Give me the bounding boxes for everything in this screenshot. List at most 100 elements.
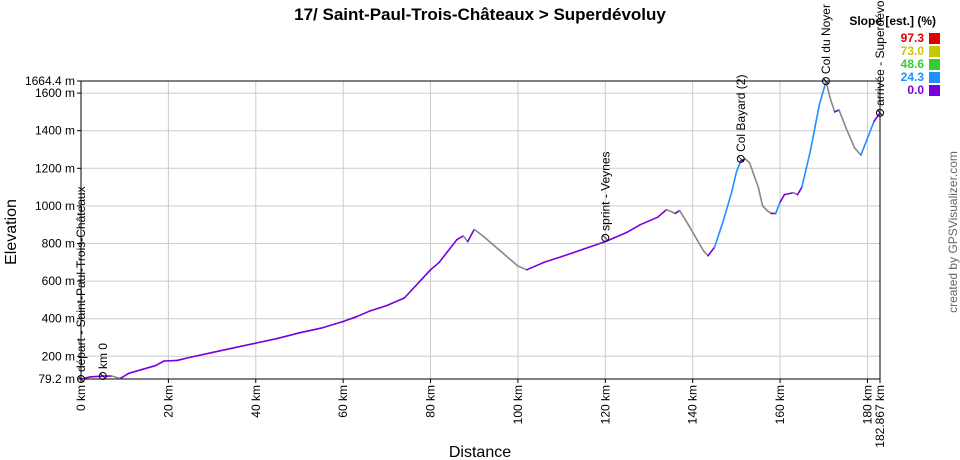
profile-segment: [761, 205, 768, 212]
profile-segment: [613, 231, 628, 239]
profile-segment: [320, 320, 344, 329]
profile-segment: [639, 216, 659, 226]
profile-segment: [499, 250, 510, 260]
waypoint-label: départ - Saint-Paul-Trois-Châteaux: [74, 186, 88, 372]
y-tick-label: 600 m: [42, 274, 75, 288]
profile-segment: [534, 261, 545, 267]
profile-segment: [154, 360, 165, 367]
x-tick-label: 100 km: [511, 385, 525, 424]
profile-segment: [462, 235, 469, 243]
profile-segment: [211, 347, 235, 354]
legend-value: 73.0: [901, 44, 925, 58]
y-tick-label: 79.2 m: [38, 372, 75, 386]
profile-segment: [466, 228, 476, 243]
x-tick-label: 140 km: [686, 385, 700, 424]
profile-segment: [560, 248, 585, 258]
legend-swatch: [929, 85, 940, 96]
profile-segment: [779, 193, 786, 203]
legend-swatch: [929, 59, 940, 70]
chart-title: 17/ Saint-Paul-Trois-Châteaux > Superdév…: [294, 5, 666, 24]
profile-segment: [298, 327, 323, 334]
y-tick-label: 200 m: [42, 349, 75, 363]
grid: [80, 80, 881, 380]
y-axis-label: Elevation: [3, 199, 20, 265]
profile-segment: [582, 240, 607, 250]
profile-segment: [455, 235, 465, 241]
waypoint-cross: [737, 155, 745, 163]
profile-segment: [119, 372, 130, 380]
waypoint-marker: [98, 372, 107, 381]
y-tick-label: 1200 m: [35, 161, 75, 175]
waypoint-label: Col Bayard (2): [734, 75, 748, 152]
waypoint-marker: [736, 154, 745, 163]
profile-segment: [860, 137, 869, 156]
profile-segment: [543, 255, 563, 264]
x-tick-label: 60 km: [336, 385, 350, 418]
profile-segment: [825, 80, 832, 100]
waypoint-marker: [77, 375, 85, 384]
slope-legend: Slope [est.] (%) 97.373.048.624.30.0: [849, 14, 940, 97]
profile-segment: [774, 201, 781, 215]
profile-segment: [421, 269, 432, 281]
profile-segment: [355, 310, 371, 318]
legend-title: Slope [est.] (%): [849, 14, 936, 28]
profile-segment: [342, 316, 358, 323]
profile-segment: [702, 250, 709, 257]
waypoint-cross: [99, 372, 107, 380]
profile-segment: [438, 250, 449, 264]
profile-segment: [626, 223, 642, 234]
profile-segment: [805, 148, 812, 170]
profile-segment: [110, 375, 122, 380]
x-tick-label: 180 km: [860, 385, 874, 424]
profile-segment: [482, 235, 493, 245]
x-axis-label: Distance: [449, 444, 511, 460]
legend-value: 0.0: [907, 83, 924, 97]
profile-segment: [233, 342, 257, 349]
profile-segment: [80, 376, 91, 380]
profile-segment: [88, 375, 104, 378]
profile-segment: [447, 238, 458, 252]
profile-segment: [429, 261, 441, 271]
waypoint-label: Col du Noyer: [819, 4, 833, 74]
profile-segment: [254, 337, 279, 344]
profile-segment: [783, 191, 794, 196]
elevation-line: [80, 80, 881, 380]
profile-segment: [517, 265, 528, 271]
profile-segment: [473, 228, 484, 237]
waypoint-label: sprint - Veynes: [598, 151, 612, 230]
legend-swatch: [929, 72, 940, 83]
profile-segment: [525, 265, 537, 271]
profile-segment: [722, 190, 733, 222]
y-tick-label: 800 m: [42, 236, 75, 250]
x-tick-label: 0 km: [74, 385, 88, 411]
profile-segment: [189, 351, 213, 359]
profile-segment: [814, 103, 821, 128]
profile-segment: [696, 238, 705, 252]
profile-segment: [844, 126, 856, 149]
profile-segment: [766, 209, 773, 215]
profile-segment: [713, 220, 725, 249]
x-tick-label: 182.867 km: [873, 385, 887, 448]
profile-segment: [678, 209, 690, 226]
legend-value: 97.3: [901, 31, 925, 45]
waypoint-marker: [821, 77, 830, 86]
profile-segment: [368, 304, 388, 312]
profile-segment: [731, 171, 738, 192]
profile-segment: [801, 167, 808, 188]
x-tick-label: 120 km: [598, 385, 612, 424]
profile-segment: [748, 161, 760, 188]
profile-segment: [866, 120, 875, 140]
waypoints: départ - Saint-Paul-Trois-Châteaux km 0 sp…: [74, 0, 887, 384]
profile-segment: [838, 109, 847, 128]
y-tick-label: 1000 m: [35, 199, 75, 213]
credit-text: created by GPSVisualizer.com: [946, 151, 960, 313]
waypoint-label: arrivée - Superdévoluy: [873, 0, 887, 106]
waypoint-marker: [876, 108, 884, 117]
profile-segment: [490, 242, 502, 252]
y-tick-label: 400 m: [42, 312, 75, 326]
profile-segment: [707, 246, 716, 257]
waypoint-label: km 0: [96, 343, 110, 369]
legend-value: 24.3: [901, 70, 925, 84]
profile-segment: [665, 208, 677, 215]
y-tick-label: 1400 m: [35, 124, 75, 138]
